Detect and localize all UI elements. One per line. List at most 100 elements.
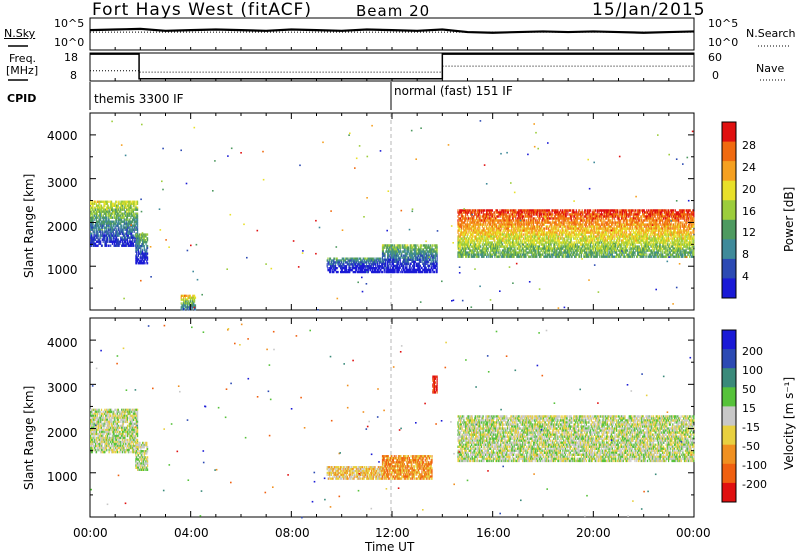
heatmap-cell	[573, 211, 575, 214]
heatmap-cell	[131, 232, 133, 235]
heatmap-cell	[525, 227, 527, 230]
heatmap-cell	[364, 265, 366, 268]
heatmap-cell	[531, 217, 533, 220]
heatmap-cell	[577, 227, 579, 230]
heatmap-cell	[575, 247, 577, 250]
heatmap-cell	[434, 244, 436, 247]
heatmap-cell	[381, 266, 384, 270]
heatmap-cell	[137, 235, 139, 238]
heatmap-cell	[90, 228, 92, 231]
heatmap-cell	[142, 258, 144, 261]
heatmap-cell	[382, 258, 384, 261]
heatmap-cell	[536, 239, 538, 242]
heatmap-cell	[500, 235, 502, 238]
heatmap-cell	[126, 242, 128, 245]
heatmap-cell	[567, 211, 569, 214]
heatmap-cell	[376, 257, 378, 260]
heatmap-cell	[137, 241, 139, 244]
heatmap-cell	[137, 236, 139, 239]
heatmap-cell	[525, 235, 527, 238]
heatmap-cell	[400, 254, 402, 257]
heatmap-cell	[541, 213, 543, 216]
heatmap-cell	[94, 206, 96, 209]
heatmap-cell	[501, 243, 503, 246]
heatmap-cell	[415, 268, 417, 272]
heatmap-cell	[504, 225, 506, 228]
heatmap-cell	[550, 241, 552, 244]
heatmap-cell	[110, 234, 112, 237]
heatmap-cell	[512, 223, 514, 226]
heatmap-cell	[559, 213, 561, 216]
heatmap-cell	[503, 235, 505, 238]
heatmap-cell	[143, 260, 145, 263]
heatmap-cell	[431, 268, 433, 272]
heatmap-cell	[329, 261, 331, 264]
heatmap-cell	[120, 238, 122, 241]
heatmap-cell	[122, 228, 124, 231]
heatmap-cell	[529, 217, 531, 220]
heatmap-cell	[554, 235, 556, 238]
heatmap-cell	[555, 231, 557, 234]
heatmap-cell	[137, 243, 139, 246]
heatmap-cell	[548, 247, 550, 250]
heatmap-cell	[352, 270, 354, 274]
heatmap-cell	[137, 206, 139, 209]
heatmap-cell	[538, 217, 540, 220]
heatmap-cell	[423, 258, 425, 261]
heatmap-cell	[104, 208, 106, 211]
heatmap-cell	[509, 239, 511, 242]
heatmap-cell	[461, 209, 463, 212]
heatmap-cell	[106, 232, 108, 235]
heatmap-cell	[517, 223, 519, 226]
heatmap-cell	[387, 264, 389, 268]
heatmap-cell	[374, 269, 376, 272]
heatmap-cell	[572, 245, 574, 248]
heatmap-cell	[131, 218, 134, 221]
heatmap-cell	[409, 264, 411, 268]
heatmap-cell	[131, 228, 134, 231]
heatmap-cell	[388, 258, 390, 261]
heatmap-cell	[125, 238, 127, 241]
heatmap-cell	[565, 229, 567, 232]
heatmap-cell	[574, 237, 577, 240]
heatmap-cell	[546, 241, 548, 244]
heatmap-cell	[504, 221, 506, 224]
heatmap-cell	[376, 263, 379, 266]
heatmap-cell	[550, 213, 552, 216]
heatmap-cell	[579, 227, 582, 230]
heatmap-cell	[569, 237, 571, 240]
heatmap-cell	[129, 222, 131, 225]
heatmap-cell	[577, 247, 579, 250]
heatmap-cell	[128, 200, 130, 203]
heatmap-cell	[576, 219, 578, 222]
heatmap-cell	[364, 269, 366, 272]
heatmap-cell	[491, 233, 493, 236]
heatmap-cell	[459, 217, 462, 220]
heatmap-cell	[90, 244, 92, 247]
heatmap-cell	[551, 223, 553, 226]
heatmap-cell	[488, 241, 490, 244]
heatmap-cell	[371, 263, 374, 266]
heatmap-cell	[464, 225, 466, 228]
heatmap-cell	[495, 223, 497, 226]
heatmap-cell	[90, 234, 92, 237]
heatmap-cell	[116, 238, 118, 241]
heatmap-cell	[560, 217, 562, 220]
heatmap-cell	[424, 266, 426, 270]
heatmap-cell	[479, 243, 481, 246]
heatmap-cell	[392, 258, 394, 261]
heatmap-cell	[476, 229, 478, 232]
heatmap-cell	[578, 211, 580, 214]
heatmap-cell	[497, 243, 499, 246]
heatmap-cell	[529, 255, 531, 258]
heatmap-cell	[566, 251, 568, 254]
heatmap-cell	[494, 219, 496, 222]
heatmap-cell	[392, 250, 394, 253]
heatmap-cell	[414, 268, 416, 272]
heatmap-cell	[538, 255, 540, 258]
heatmap-cell	[502, 209, 504, 212]
heatmap-cell	[527, 225, 529, 228]
heatmap-cell	[550, 253, 552, 256]
heatmap-cell	[538, 225, 540, 228]
heatmap-cell	[543, 255, 545, 258]
